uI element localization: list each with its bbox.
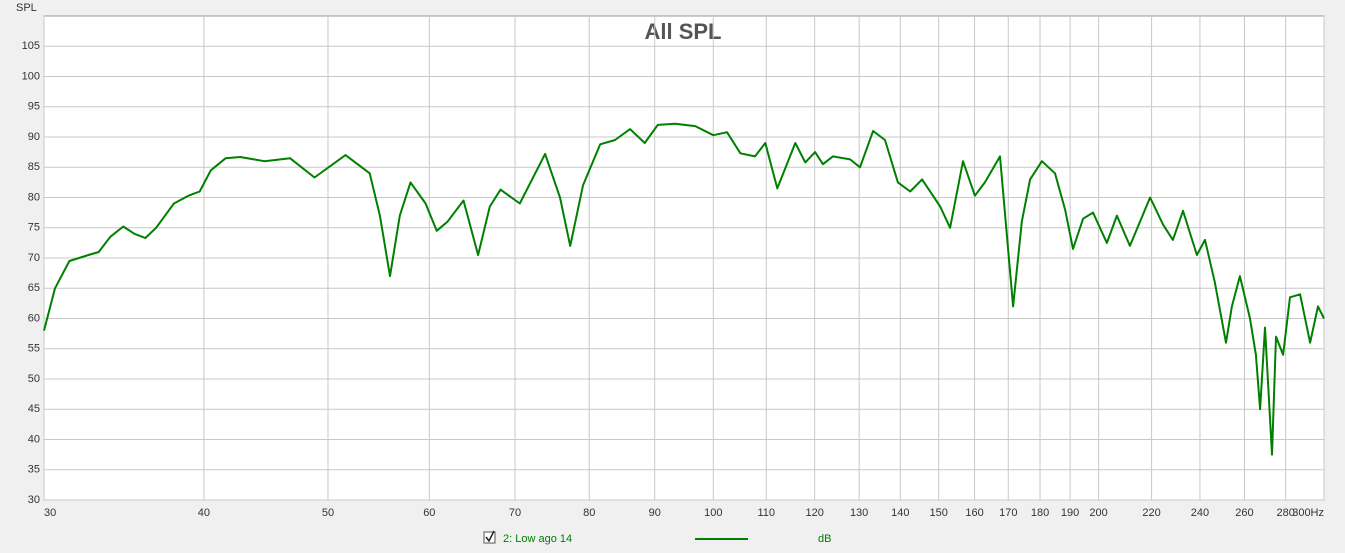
x-tick-label: 80 [583,507,595,519]
y-tick-label: 70 [28,252,40,264]
x-tick-label: 90 [649,507,661,519]
x-tick-label: 110 [757,507,775,519]
y-tick-label: 50 [28,373,40,385]
x-tick-label: 190 [1061,507,1079,519]
data-line [43,122,1325,456]
x-tick-label: 40 [198,507,210,519]
y-tick-label: 80 [28,191,40,203]
y-tick-label: 45 [28,403,40,415]
y-tick-label: 75 [28,222,40,234]
x-tick-label: 100 [704,507,722,519]
y-tick-label: 55 [28,343,40,355]
chart-title: All SPL [644,19,721,44]
y-tick-label: 85 [28,161,40,173]
x-tick-label: 200 [1089,507,1107,519]
y-tick-label: 90 [28,131,40,143]
x-tick-label: 180 [1031,507,1049,519]
y-tick-label: 30 [28,494,40,506]
x-tick-label: 50 [322,507,334,519]
y-tick-label: 100 [22,70,40,82]
x-tick-label: 150 [930,507,948,519]
y-tick-label: 95 [28,101,40,113]
x-tick-label: 260 [1235,507,1253,519]
checkmark [485,530,495,543]
x-tick-label: 280 [1276,507,1294,519]
legend: 2: Low ago 14 dB [483,530,831,545]
legend-checkbox[interactable] [483,531,496,544]
legend-label: 2: Low ago 14 [503,533,572,545]
y-tick-label: 65 [28,282,40,294]
x-tick-label: 160 [965,507,983,519]
x-tick-label: 70 [509,507,521,519]
y-tick-label: 105 [22,40,40,52]
grid [43,16,1325,501]
y-tick-label: 35 [28,464,40,476]
x-tick-label: 300Hz [1292,507,1324,519]
y-tick-label: 40 [28,433,40,445]
y-tick-label: 60 [28,312,40,324]
y-axis-label: SPL [16,2,37,14]
x-tick-label: 170 [999,507,1017,519]
legend-unit: dB [818,533,831,545]
x-tick-label: 220 [1142,507,1160,519]
x-tick-label: 130 [850,507,868,519]
x-tick-label: 60 [423,507,435,519]
x-tick-label: 120 [805,507,823,519]
x-tick-label: 240 [1191,507,1209,519]
x-tick-label: 30 [44,507,56,519]
x-tick-label: 140 [891,507,909,519]
